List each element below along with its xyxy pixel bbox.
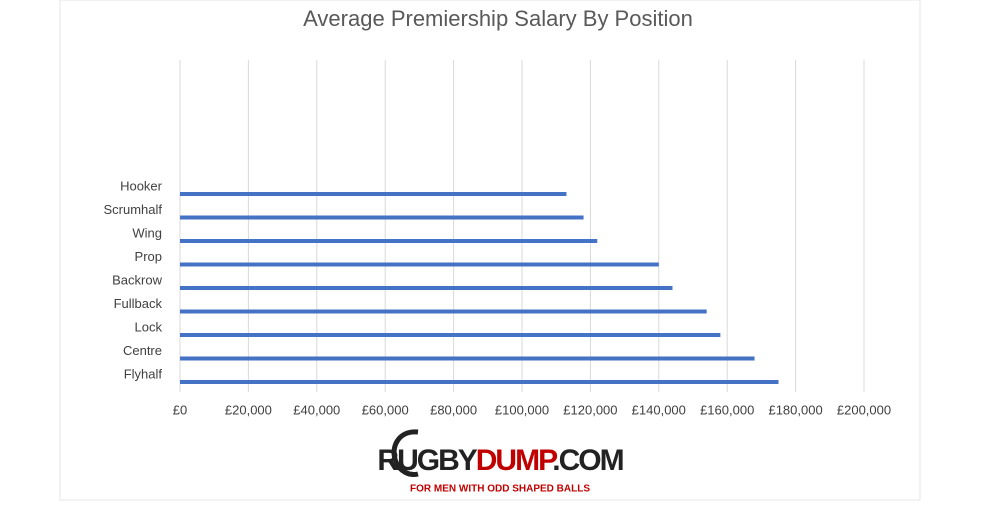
logo-text: RUGBYDUMP.COM [377, 444, 622, 477]
x-tick-label: £60,000 [362, 402, 409, 417]
x-tick-label: £0 [173, 402, 187, 417]
chart-frame [59, 0, 921, 501]
y-tick-label: Wing [132, 225, 162, 240]
logo-part: .COM [552, 444, 622, 477]
logo-part: DUMP [476, 444, 557, 477]
bar [180, 356, 755, 361]
y-tick-label: Scrumhalf [103, 202, 162, 217]
logo-tagline: FOR MEN WITH ODD SHAPED BALLS [410, 484, 590, 495]
x-tick-label: £20,000 [225, 402, 272, 417]
logo-part: RUGBY [377, 444, 477, 477]
logo-ball [391, 429, 419, 477]
y-tick-label: Lock [135, 319, 163, 334]
x-tick-label: £120,000 [563, 402, 617, 417]
bar [180, 262, 659, 267]
bar [180, 309, 707, 314]
bar [180, 239, 598, 243]
y-tick-label: Backrow [112, 272, 162, 287]
x-tick-label: £100,000 [495, 402, 549, 417]
bar [180, 286, 673, 290]
y-tick-label: Centre [123, 343, 162, 358]
x-tick-label: £180,000 [768, 402, 822, 417]
y-tick-label: Prop [135, 249, 162, 264]
bar [180, 380, 779, 384]
x-tick-label: £200,000 [837, 402, 891, 417]
bar [180, 192, 567, 196]
y-tick-label: Flyhalf [124, 366, 163, 381]
x-tick-label: £160,000 [700, 402, 754, 417]
x-tick-label: £140,000 [632, 402, 686, 417]
y-tick-label: Hooker [120, 178, 163, 193]
x-tick-label: £80,000 [430, 402, 477, 417]
y-tick-label: Fullback [114, 296, 163, 311]
bar [180, 215, 584, 220]
bar [180, 333, 721, 337]
logo: RUGBYDUMP.COM FOR MEN WITH ODD SHAPED BA… [377, 429, 625, 495]
x-tick-label: £40,000 [293, 402, 340, 417]
chart-title: Average Premiership Salary By Position [303, 6, 693, 31]
